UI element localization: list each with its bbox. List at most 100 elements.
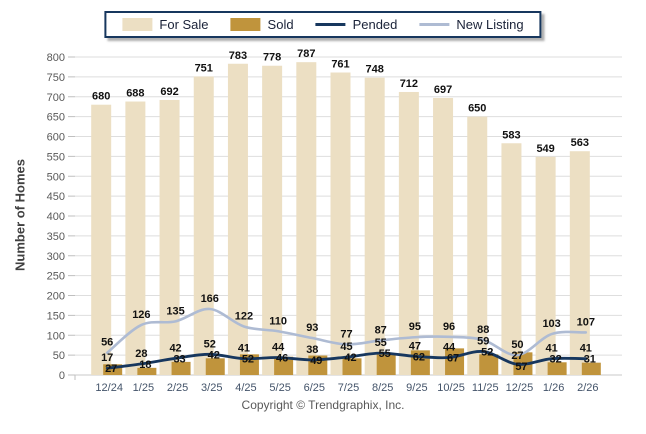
pended-value-label: 45: [340, 341, 352, 353]
pended-value-label: 38: [306, 344, 318, 356]
y-tick-label: 750: [47, 72, 65, 84]
sold-value-label: 62: [413, 351, 425, 363]
for-sale-value-label: 688: [126, 88, 144, 100]
legend-swatch-for-sale: [122, 18, 153, 31]
pended-value-label: 59: [477, 336, 489, 348]
for-sale-value-label: 748: [366, 64, 384, 76]
new-listing-value-label: 56: [101, 337, 113, 349]
sold-value-label: 18: [139, 359, 151, 371]
x-tick-label: 11/25: [472, 382, 499, 394]
y-tick-label: 450: [47, 191, 65, 203]
new-listing-value-label: 96: [443, 321, 455, 333]
for-sale-bar: [262, 65, 283, 376]
sold-bar: [103, 364, 123, 375]
y-tick-label: 150: [47, 310, 65, 322]
pended-value-label: 41: [238, 343, 250, 355]
legend-item-new-listing: New Listing: [419, 17, 524, 32]
x-tick-label: 2/25: [167, 382, 188, 394]
new-listing-value-label: 107: [577, 316, 595, 328]
legend-item-pended: Pended: [315, 17, 398, 32]
legend-label-new-listing: New Listing: [456, 17, 524, 32]
sold-bar: [137, 367, 157, 375]
sold-value-label: 52: [481, 347, 493, 359]
new-listing-value-label: 110: [269, 315, 287, 327]
y-axis-title: Number of Homes: [12, 159, 28, 271]
y-tick-label: 0: [59, 370, 65, 382]
x-tick-label: 3/25: [201, 382, 222, 394]
chart-legend: For Sale Sold Pended New Listing: [104, 11, 542, 38]
pended-value-label: 44: [272, 342, 285, 354]
for-sale-bar: [125, 101, 146, 376]
sold-bar: [171, 361, 191, 375]
new-listing-value-label: 122: [235, 311, 253, 323]
legend-swatch-pended: [315, 23, 346, 26]
pended-value-label: 28: [135, 348, 147, 360]
new-listing-value-label: 77: [340, 328, 352, 340]
for-sale-bar: [535, 156, 556, 375]
new-listing-value-label: 88: [477, 324, 489, 336]
for-sale-value-label: 692: [160, 86, 178, 98]
sold-value-label: 32: [550, 354, 562, 366]
new-listing-value-label: 95: [409, 321, 421, 333]
y-tick-label: 800: [47, 52, 65, 64]
sold-bar: [547, 362, 567, 375]
pended-value-label: 44: [443, 342, 456, 354]
legend-label-sold: Sold: [267, 17, 294, 32]
for-sale-value-label: 583: [502, 129, 520, 141]
pended-value-label: 41: [546, 343, 558, 355]
new-listing-value-label: 103: [542, 318, 560, 330]
y-tick-label: 200: [47, 291, 65, 303]
for-sale-bar: [569, 151, 590, 375]
for-sale-value-label: 778: [263, 52, 281, 64]
x-tick-label: 12/24: [95, 382, 123, 394]
for-sale-value-label: 783: [229, 50, 247, 62]
for-sale-value-label: 751: [195, 62, 213, 74]
x-tick-label: 12/25: [506, 382, 534, 394]
x-tick-label: 4/25: [235, 382, 256, 394]
sold-value-label: 33: [173, 353, 185, 365]
new-listing-value-label: 50: [511, 339, 523, 351]
legend-label-for-sale: For Sale: [159, 17, 209, 32]
sold-value-label: 67: [447, 353, 459, 365]
new-listing-value-label: 135: [166, 305, 184, 317]
for-sale-bar: [364, 77, 385, 376]
pended-line: [105, 350, 588, 370]
sold-bar: [205, 358, 225, 375]
x-tick-label: 9/25: [406, 382, 427, 394]
for-sale-value-label: 761: [331, 59, 349, 71]
for-sale-value-label: 650: [468, 103, 486, 115]
sold-bar: [274, 356, 294, 375]
x-tick-label: 2/26: [577, 382, 598, 394]
y-tick-label: 600: [47, 132, 65, 144]
sold-bar: [376, 353, 396, 375]
for-sale-value-label: 549: [536, 143, 554, 155]
for-sale-bar: [193, 76, 214, 375]
pended-value-label: 55: [375, 337, 387, 349]
copyright-text: Copyright © Trendgraphix, Inc.: [241, 398, 405, 412]
pended-value-label: 17: [101, 352, 113, 364]
y-tick-label: 500: [47, 171, 65, 183]
new-listing-value-label: 87: [375, 324, 387, 336]
pended-value-label: 41: [580, 343, 592, 355]
pended-value-label: 52: [204, 338, 216, 350]
sold-value-label: 27: [105, 363, 117, 375]
sold-value-label: 42: [208, 349, 220, 361]
sold-value-label: 49: [310, 355, 322, 367]
for-sale-bar: [433, 97, 454, 375]
legend-item-for-sale: For Sale: [122, 17, 209, 32]
sold-value-label: 52: [242, 354, 254, 366]
legend-swatch-new-listing: [419, 23, 450, 26]
x-tick-label: 8/25: [372, 382, 393, 394]
sold-bar: [342, 358, 362, 375]
y-tick-label: 50: [53, 350, 65, 362]
sold-value-label: 55: [379, 348, 391, 360]
y-tick-label: 350: [47, 231, 65, 243]
sold-value-label: 46: [276, 353, 288, 365]
x-tick-label: 6/25: [304, 382, 325, 394]
legend-item-sold: Sold: [230, 17, 294, 32]
for-sale-bar: [159, 99, 180, 376]
legend-label-pended: Pended: [352, 17, 398, 32]
for-sale-value-label: 697: [434, 84, 452, 96]
y-tick-label: 650: [47, 112, 65, 124]
x-tick-label: 10/25: [437, 382, 465, 394]
